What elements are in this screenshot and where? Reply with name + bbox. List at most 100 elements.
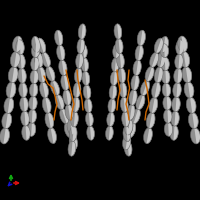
Ellipse shape xyxy=(131,75,139,90)
Polygon shape xyxy=(155,82,160,98)
Polygon shape xyxy=(110,112,114,126)
Polygon shape xyxy=(112,85,117,99)
Ellipse shape xyxy=(50,80,60,96)
Polygon shape xyxy=(78,68,82,83)
Polygon shape xyxy=(6,113,12,129)
Polygon shape xyxy=(156,38,163,53)
Polygon shape xyxy=(24,111,29,126)
Ellipse shape xyxy=(176,40,184,55)
Polygon shape xyxy=(114,71,118,86)
Ellipse shape xyxy=(129,90,137,105)
Polygon shape xyxy=(149,112,155,128)
Ellipse shape xyxy=(73,82,81,98)
Polygon shape xyxy=(116,44,120,58)
Ellipse shape xyxy=(191,128,200,144)
Ellipse shape xyxy=(152,82,160,98)
Ellipse shape xyxy=(80,44,87,58)
Ellipse shape xyxy=(140,80,150,96)
Polygon shape xyxy=(37,52,43,68)
Polygon shape xyxy=(25,125,30,140)
Ellipse shape xyxy=(55,30,63,46)
Ellipse shape xyxy=(61,75,69,90)
Ellipse shape xyxy=(174,68,182,83)
Ellipse shape xyxy=(180,51,190,67)
Polygon shape xyxy=(45,97,51,113)
Ellipse shape xyxy=(84,98,92,113)
Polygon shape xyxy=(147,128,152,144)
Ellipse shape xyxy=(21,111,29,126)
Polygon shape xyxy=(14,51,20,67)
Ellipse shape xyxy=(10,51,20,67)
Polygon shape xyxy=(175,97,180,112)
Ellipse shape xyxy=(123,126,131,142)
Polygon shape xyxy=(74,112,78,127)
Ellipse shape xyxy=(146,112,155,128)
Ellipse shape xyxy=(59,60,67,76)
Polygon shape xyxy=(179,40,184,55)
Polygon shape xyxy=(35,44,40,58)
Polygon shape xyxy=(188,82,194,98)
Ellipse shape xyxy=(20,97,28,112)
Polygon shape xyxy=(64,75,69,90)
Ellipse shape xyxy=(107,112,114,127)
Polygon shape xyxy=(12,67,18,83)
Polygon shape xyxy=(33,83,38,97)
Ellipse shape xyxy=(145,66,154,81)
Polygon shape xyxy=(118,38,123,54)
Polygon shape xyxy=(164,44,169,58)
Ellipse shape xyxy=(48,128,56,144)
Polygon shape xyxy=(43,52,50,67)
Ellipse shape xyxy=(64,123,73,138)
Ellipse shape xyxy=(131,109,140,124)
Polygon shape xyxy=(111,98,116,113)
Ellipse shape xyxy=(40,82,48,98)
Polygon shape xyxy=(85,71,90,86)
Ellipse shape xyxy=(37,67,46,83)
Ellipse shape xyxy=(154,38,163,53)
Polygon shape xyxy=(43,82,48,98)
Polygon shape xyxy=(71,141,76,156)
Ellipse shape xyxy=(164,109,172,123)
Ellipse shape xyxy=(69,134,77,150)
Polygon shape xyxy=(48,66,55,81)
Polygon shape xyxy=(128,119,133,135)
Ellipse shape xyxy=(60,109,69,124)
Polygon shape xyxy=(89,112,93,126)
Ellipse shape xyxy=(172,97,180,112)
Polygon shape xyxy=(62,60,67,76)
Polygon shape xyxy=(138,95,145,110)
Polygon shape xyxy=(109,126,113,140)
Ellipse shape xyxy=(163,96,171,110)
Ellipse shape xyxy=(63,90,71,105)
Ellipse shape xyxy=(8,67,18,83)
Ellipse shape xyxy=(119,82,127,98)
Ellipse shape xyxy=(178,36,187,52)
Ellipse shape xyxy=(72,97,80,112)
Polygon shape xyxy=(8,97,14,113)
Polygon shape xyxy=(58,30,63,46)
Polygon shape xyxy=(160,52,166,68)
Polygon shape xyxy=(76,82,81,98)
Polygon shape xyxy=(165,70,170,84)
Ellipse shape xyxy=(123,134,131,150)
Polygon shape xyxy=(126,126,131,142)
Polygon shape xyxy=(60,45,65,61)
Ellipse shape xyxy=(45,112,54,128)
Ellipse shape xyxy=(118,68,126,83)
Polygon shape xyxy=(72,126,77,142)
Ellipse shape xyxy=(157,52,166,68)
Polygon shape xyxy=(130,104,135,120)
Ellipse shape xyxy=(31,44,40,58)
Ellipse shape xyxy=(86,112,93,127)
Ellipse shape xyxy=(71,112,78,127)
Polygon shape xyxy=(62,109,69,124)
Ellipse shape xyxy=(31,57,39,71)
Polygon shape xyxy=(143,81,150,96)
Ellipse shape xyxy=(170,125,178,140)
Polygon shape xyxy=(16,36,22,52)
Ellipse shape xyxy=(133,60,141,76)
Polygon shape xyxy=(134,75,139,90)
Polygon shape xyxy=(121,68,126,83)
Polygon shape xyxy=(124,97,128,112)
Ellipse shape xyxy=(87,126,94,140)
